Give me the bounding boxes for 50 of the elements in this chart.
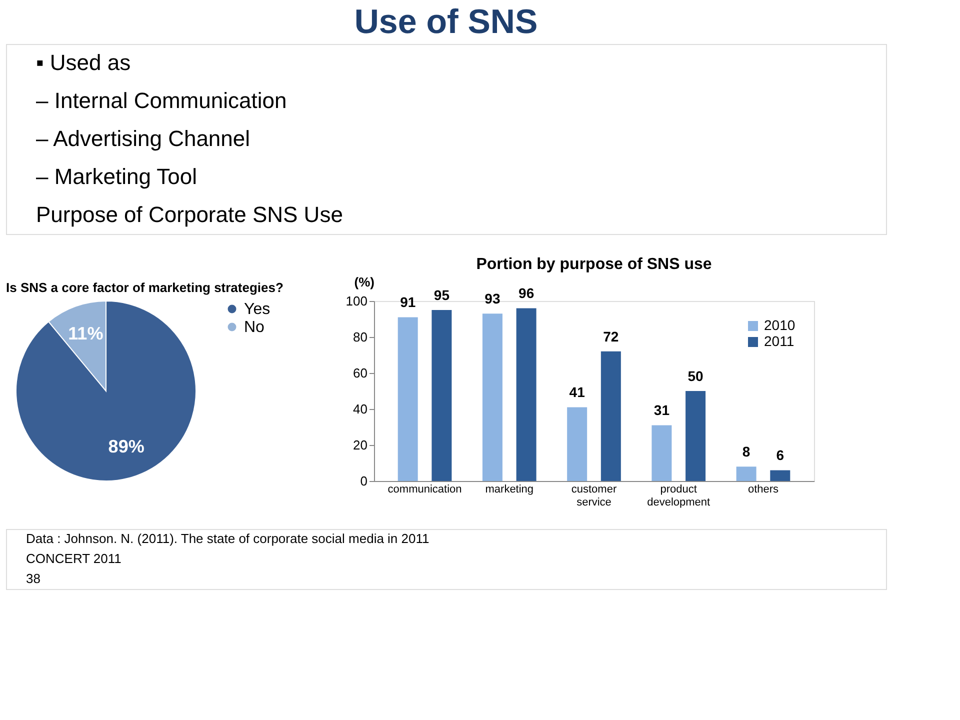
y-tick-label: 40 xyxy=(353,402,368,416)
data-label: 41 xyxy=(569,384,586,400)
pie-slice xyxy=(16,300,196,482)
legend-label: 2010 xyxy=(764,317,796,333)
text: ▪ Used as xyxy=(36,50,131,75)
legend-label: Yes xyxy=(244,301,270,318)
bar xyxy=(516,308,536,481)
text: – Internal Communication xyxy=(36,88,287,113)
y-tick-label: 0 xyxy=(360,474,368,488)
y-tick-label: 60 xyxy=(353,366,368,380)
bar xyxy=(600,351,621,481)
text: CONCERT 2011 xyxy=(26,551,122,566)
x-tick-label: marketing xyxy=(485,484,534,496)
text: – Marketing Tool xyxy=(36,164,198,189)
text: Data : Johnson. N. (2011). The state of corporate social media in 2011 xyxy=(26,531,430,546)
legend-label: No xyxy=(244,319,265,336)
bar xyxy=(567,407,588,481)
text: – Advertising Channel xyxy=(36,126,250,151)
bar xyxy=(652,425,672,481)
legend-label: 2011 xyxy=(764,333,794,349)
bar xyxy=(432,310,452,481)
data-label: 91 xyxy=(400,294,416,310)
data-label: 96 xyxy=(518,285,534,302)
data-label: 31 xyxy=(654,402,670,418)
text: Use of SNS xyxy=(354,3,538,41)
y-tick-label: 80 xyxy=(353,330,368,344)
chart-title: Is SNS a core factor of marketing strategies? xyxy=(6,280,284,295)
bar xyxy=(398,317,418,481)
x-tick-label: product development xyxy=(647,484,710,508)
data-label: 50 xyxy=(688,368,704,384)
x-tick-label: communication xyxy=(388,484,462,496)
bar xyxy=(770,470,790,481)
y-axis-title: (%) xyxy=(354,274,374,290)
data-label: 95 xyxy=(434,287,450,303)
data-label: 93 xyxy=(484,290,500,307)
x-tick-label: others xyxy=(748,484,780,496)
data-label: 6 xyxy=(776,447,784,464)
data-label: 8 xyxy=(742,444,750,460)
bar xyxy=(482,314,502,481)
bar xyxy=(686,391,706,481)
x-tick-label: customer service xyxy=(571,484,617,508)
data-label: 11% xyxy=(68,324,104,344)
y-tick-label: 20 xyxy=(353,438,368,452)
data-label: 89% xyxy=(108,436,144,456)
chart-title: Portion by purpose of SNS use xyxy=(476,256,712,273)
data-label: 72 xyxy=(603,328,619,344)
text: Purpose of Corporate SNS Use xyxy=(36,202,343,227)
text: 38 xyxy=(26,571,40,586)
bar xyxy=(736,466,756,481)
y-tick-label: 100 xyxy=(346,294,368,308)
